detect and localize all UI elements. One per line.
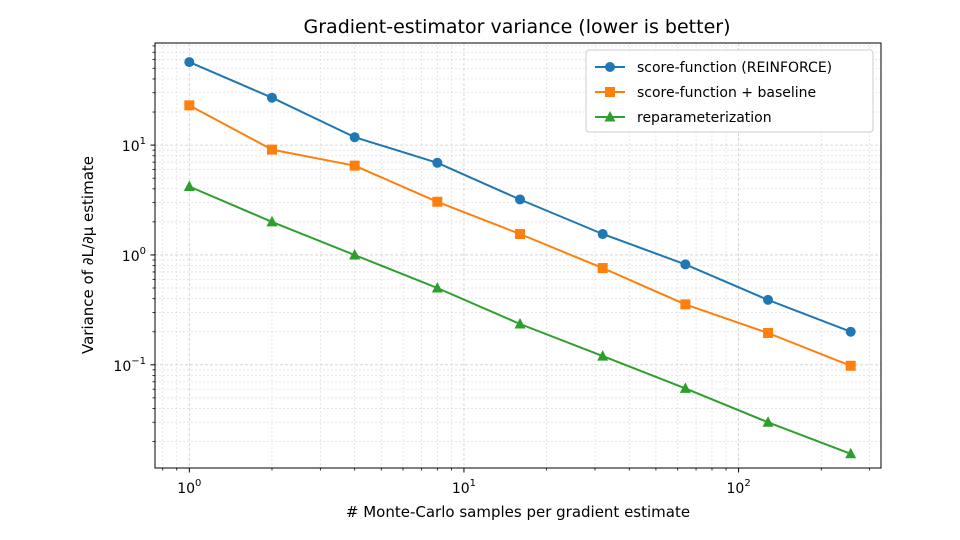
data-point <box>763 294 774 305</box>
legend-label: score-function + baseline <box>637 85 816 101</box>
legend-item: reparameterization <box>595 110 772 126</box>
y-tick-label: 100 <box>122 246 146 265</box>
legend-label: score-function (REINFORCE) <box>637 60 832 76</box>
y-tick-label: 10−1 <box>113 356 146 375</box>
y-axis-label: Variance of ∂L/∂μ estimate <box>79 156 97 354</box>
series-layer <box>183 57 857 459</box>
data-point <box>762 416 774 427</box>
data-point <box>349 248 361 260</box>
plot-frame <box>154 42 882 469</box>
legend-label: reparameterization <box>637 110 772 126</box>
data-point <box>597 350 609 361</box>
legend-item: score-function + baseline <box>595 85 816 101</box>
data-point <box>680 299 691 310</box>
data-point <box>266 92 277 103</box>
data-point <box>266 144 277 155</box>
data-point <box>515 229 526 240</box>
data-point <box>597 263 608 274</box>
data-point <box>514 318 526 329</box>
legend-marker <box>605 62 615 72</box>
data-point <box>184 100 195 111</box>
data-point <box>597 229 608 240</box>
data-point <box>432 196 443 207</box>
data-point <box>266 215 278 227</box>
chart-title: Gradient-estimator variance (lower is be… <box>304 16 731 38</box>
data-point <box>431 282 443 293</box>
data-point <box>184 57 195 68</box>
legend-marker <box>605 87 615 97</box>
data-point <box>183 180 195 191</box>
axis-ticks: 100 101 102 10−1 100 101 <box>113 45 871 497</box>
legend: score-function (REINFORCE) score-function… <box>585 49 874 133</box>
data-point <box>845 326 856 337</box>
data-point <box>680 259 691 270</box>
data-point <box>349 160 360 171</box>
major-grid <box>155 43 881 468</box>
x-axis-label: # Monte-Carlo samples per gradient estim… <box>346 503 690 521</box>
series-2 <box>184 100 856 371</box>
x-tick-label: 102 <box>726 478 750 497</box>
x-tick-label: 100 <box>177 478 201 497</box>
data-point <box>845 447 857 459</box>
data-point <box>679 382 691 393</box>
legend-box <box>585 49 874 133</box>
legend-item: score-function (REINFORCE) <box>595 60 832 76</box>
series-3 <box>183 180 857 459</box>
data-point <box>515 194 526 205</box>
data-point <box>763 327 774 338</box>
y-tick-label: 101 <box>122 136 146 155</box>
data-point <box>432 157 443 168</box>
legend-marker <box>604 111 616 122</box>
series-1 <box>184 57 856 337</box>
x-tick-label: 101 <box>452 478 476 497</box>
data-point <box>349 132 360 143</box>
data-point <box>845 360 856 371</box>
